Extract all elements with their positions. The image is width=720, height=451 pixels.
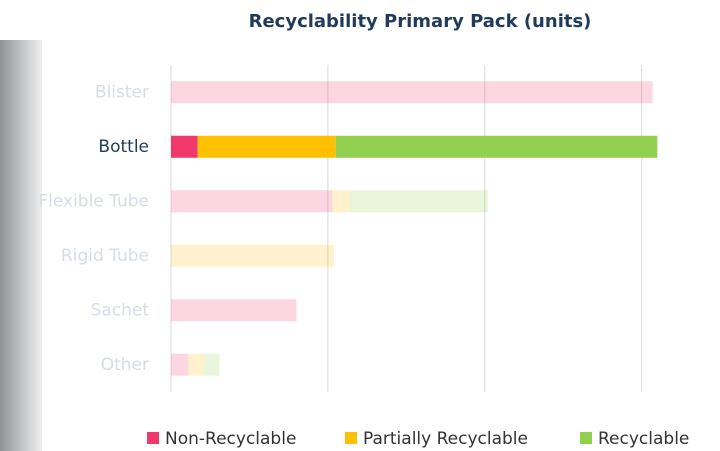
bar-segment xyxy=(171,244,335,267)
legend-swatch xyxy=(580,432,592,444)
y-tick-label: Sachet xyxy=(91,300,150,320)
legend-swatch xyxy=(147,432,159,444)
background-photo xyxy=(0,40,42,451)
legend-swatch xyxy=(345,432,357,444)
legend-label: Recyclable xyxy=(598,429,689,449)
legend-label: Partially Recyclable xyxy=(363,429,528,449)
bar-segment xyxy=(188,353,204,376)
bar-segment xyxy=(335,135,658,158)
y-tick-label: Blister xyxy=(95,82,149,102)
y-tick-label: Flexible Tube xyxy=(38,191,149,211)
bar-segment xyxy=(171,81,653,104)
bar-segment xyxy=(332,190,350,213)
bar-segment xyxy=(171,299,297,322)
chart-title: Recyclability Primary Pack (units) xyxy=(249,11,592,32)
bar-segment xyxy=(171,135,198,158)
y-tick-label: Rigid Tube xyxy=(61,246,149,266)
bar-segment xyxy=(203,353,220,376)
y-tick-label: Bottle xyxy=(98,137,149,157)
y-tick-label: Other xyxy=(101,355,149,375)
bar-segment xyxy=(349,190,488,213)
legend-label: Non-Recyclable xyxy=(165,429,296,449)
bar-segment xyxy=(197,135,336,158)
bar-segment xyxy=(171,353,189,376)
bar-segment xyxy=(171,190,333,213)
